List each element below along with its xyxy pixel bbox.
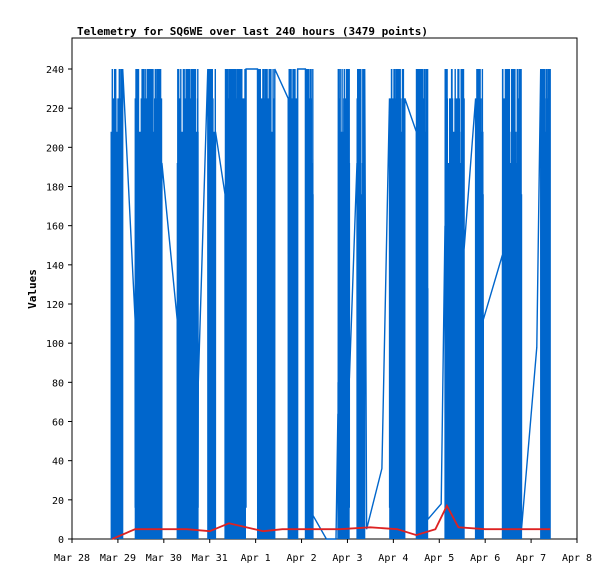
y-tick-label: 60 xyxy=(52,418,64,429)
y-tick-label: 80 xyxy=(52,378,64,389)
y-axis-label: Values xyxy=(26,269,39,309)
series-red-line xyxy=(111,503,551,540)
x-axis: Mar 28 Mar 29 Mar 30 Mar 31 Apr 1 Apr 2 Apr 3 A… xyxy=(54,539,592,564)
x-tick-label: Apr 7 xyxy=(516,553,546,564)
y-tick-label: 240 xyxy=(46,65,64,76)
x-tick-label: Mar 31 xyxy=(192,553,228,564)
x-tick-label: Apr 3 xyxy=(332,553,362,564)
x-tick-label: Apr 2 xyxy=(286,553,316,564)
x-tick-label: Apr 6 xyxy=(470,553,500,564)
y-tick-label: 160 xyxy=(46,222,64,233)
x-tick-label: Apr 8 xyxy=(562,553,592,564)
y-tick-label: 220 xyxy=(46,104,64,115)
x-tick-label: Mar 30 xyxy=(146,553,182,564)
y-tick-label: 120 xyxy=(46,300,64,311)
x-tick-label: Mar 29 xyxy=(100,553,136,564)
series-blue-telemetry xyxy=(110,68,551,540)
y-axis: 0 20 40 60 80 100 120 140 160 180 200 220 240 xyxy=(46,65,72,546)
y-tick-label: 100 xyxy=(46,339,64,350)
x-tick-label: Mar 28 xyxy=(54,553,90,564)
y-tick-label: 20 xyxy=(52,496,64,507)
y-tick-label: 180 xyxy=(46,183,64,194)
y-tick-label: 140 xyxy=(46,261,64,272)
y-tick-label: 0 xyxy=(58,535,64,546)
chart-title: Telemetry for SQ6WE over last 240 hours … xyxy=(77,25,428,38)
series-blue-line xyxy=(110,68,551,540)
x-tick-label: Apr 4 xyxy=(378,553,408,564)
x-tick-label: Apr 5 xyxy=(424,553,454,564)
plot-frame xyxy=(71,37,578,540)
x-tick-label: Apr 1 xyxy=(241,553,271,564)
series-red-telemetry xyxy=(111,503,551,540)
y-tick-label: 200 xyxy=(46,143,64,154)
y-tick-label: 40 xyxy=(52,457,64,468)
